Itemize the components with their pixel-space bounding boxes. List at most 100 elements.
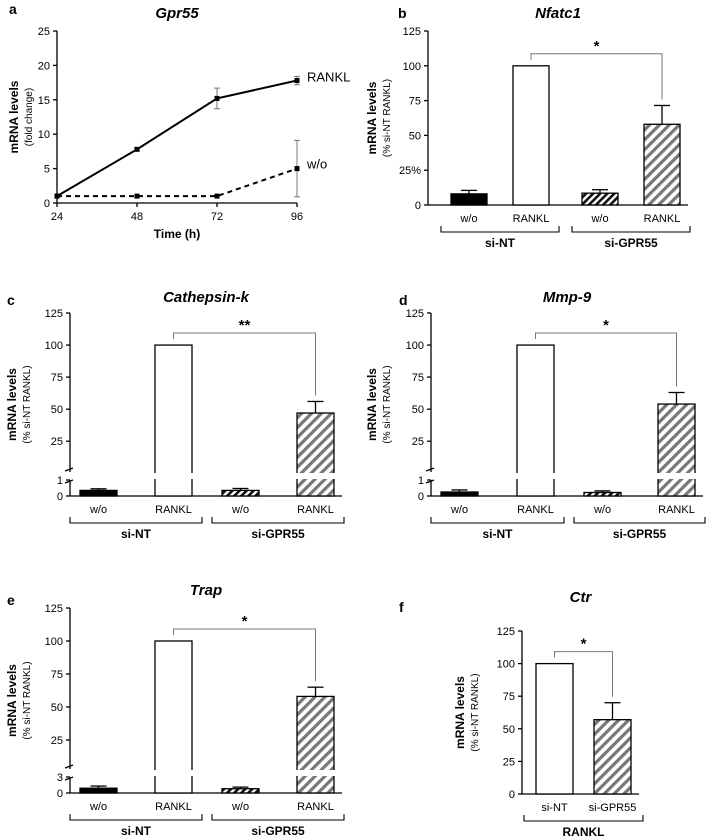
category-label: RANKL [513, 213, 550, 225]
y-tick-label: 75 [51, 372, 63, 384]
series-line-RANKL [56, 79, 298, 197]
series-label: w/o [306, 157, 327, 172]
bar [593, 719, 632, 795]
category-label: RANKL [297, 504, 334, 516]
bar [221, 788, 260, 794]
y-tick-label: 50 [51, 702, 63, 714]
significance-bracket [173, 332, 316, 396]
category-label: w/o [459, 213, 477, 225]
panel-letter: c [7, 292, 15, 308]
axis-break-mark [64, 479, 74, 484]
y-tick-label: 125 [406, 308, 424, 320]
y-tick-label: 100 [497, 659, 515, 671]
panel-letter: b [398, 5, 407, 21]
y-tick-label: 25 [503, 756, 515, 768]
bar [512, 65, 550, 206]
y-axis-label: mRNA levels [365, 81, 379, 154]
group-bracket [573, 517, 706, 524]
category-label: si-NT [541, 802, 568, 814]
x-tick-label: 48 [131, 211, 143, 223]
data-point [134, 193, 140, 199]
bar [154, 640, 193, 794]
axis-break-mark [425, 467, 435, 472]
data-point [134, 146, 140, 152]
bar [657, 403, 696, 497]
bar [535, 662, 574, 795]
bar [296, 412, 335, 497]
category-label: RANKL [644, 213, 681, 225]
y-axis-sublabel: (% si-NT RANKL) [22, 365, 33, 443]
bar-break-gap [154, 770, 193, 776]
group-label: si-GPR55 [251, 824, 305, 838]
group-bracket [523, 815, 644, 822]
category-label: RANKL [155, 504, 192, 516]
panel-letter: a [9, 1, 17, 17]
y-tick-label: 25 [51, 436, 63, 448]
category-label: w/o [231, 504, 249, 516]
y-axis-label: mRNA levels [5, 368, 19, 441]
panel-letter: e [7, 592, 15, 608]
category-label: w/o [590, 213, 608, 225]
bar-break-gap [296, 473, 335, 479]
y-tick-label: 0 [415, 200, 421, 212]
axis-break-mark [64, 764, 74, 769]
significance-marker: * [581, 636, 587, 653]
data-point [294, 78, 300, 84]
y-tick-label: 20 [38, 60, 50, 72]
group-bracket [430, 517, 565, 524]
bar-break-gap [296, 770, 335, 776]
y-tick-label: 5 [44, 164, 50, 176]
bar [154, 344, 193, 497]
bar-break-gap [154, 473, 193, 479]
y-axis-sublabel: (% si-NT RANKL) [382, 79, 393, 157]
y-axis-label: mRNA levels [453, 676, 467, 749]
group-label: si-NT [121, 527, 152, 541]
panel-b: b Nfatc1 0 25% 50 75 100 125 w/o RANKL w/o RANKL si-… [398, 5, 691, 250]
y-tick-label: 3 [57, 772, 63, 784]
bar [221, 489, 260, 497]
significance-marker: * [242, 613, 248, 630]
significance-bracket [554, 651, 613, 697]
category-label: RANKL [658, 504, 695, 516]
y-tick-label: 75 [412, 372, 424, 384]
panel-letter: f [399, 599, 404, 615]
bar [583, 491, 622, 497]
y-tick-label: 25 [51, 735, 63, 747]
data-point [214, 95, 220, 101]
bar-break-gap [516, 473, 555, 479]
y-tick-label: 75 [51, 669, 63, 681]
bar [79, 489, 118, 497]
group-bracket [69, 814, 203, 821]
significance-bracket [173, 628, 316, 682]
y-tick-label: 50 [503, 724, 515, 736]
group-label: si-GPR55 [604, 236, 658, 250]
panel-f: f Ctr 0 25 50 75 100 125 si-NT si-GPR55 RANKL * [399, 589, 644, 839]
bar [440, 491, 479, 497]
x-tick-label: 72 [211, 211, 223, 223]
group-label: si-NT [121, 824, 152, 838]
bar [643, 123, 681, 206]
data-point [294, 166, 300, 172]
y-tick-label: 25 [38, 26, 50, 38]
y-tick-label: 1 [418, 475, 424, 487]
y-axis-sublabel: (% si-NT RANKL) [470, 673, 481, 751]
y-axis-label: mRNA levels [7, 80, 21, 153]
chart-title: Nfatc1 [535, 5, 581, 22]
y-tick-label: 125 [45, 308, 63, 320]
y-tick-label: 10 [38, 129, 50, 141]
bar [296, 695, 335, 794]
y-tick-label: 0 [57, 788, 63, 800]
group-bracket [69, 517, 203, 524]
y-axis-label: mRNA levels [5, 664, 19, 737]
category-label: w/o [593, 504, 611, 516]
category-label: w/o [89, 504, 107, 516]
y-tick-label: 100 [403, 61, 421, 73]
chart-title: Ctr [570, 589, 593, 606]
bar-break-gap [657, 473, 696, 479]
group-label: si-GPR55 [251, 527, 305, 541]
significance-marker: ** [239, 317, 251, 334]
y-tick-label: 100 [45, 340, 63, 352]
